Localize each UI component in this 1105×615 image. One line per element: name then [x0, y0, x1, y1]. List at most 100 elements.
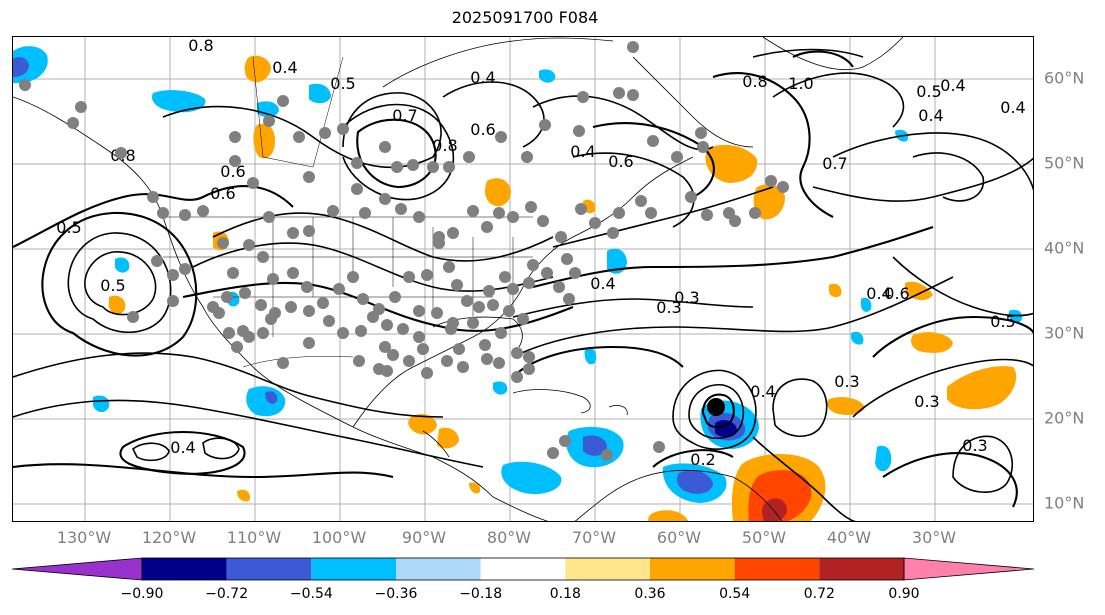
station-dot: [147, 191, 159, 203]
contour-line: [202, 437, 240, 460]
lon-label: 120°W: [141, 528, 197, 547]
station-dot: [347, 271, 359, 283]
station-dot: [287, 227, 299, 239]
contour-label: 0.6: [470, 120, 495, 139]
station-dot: [493, 207, 505, 219]
station-dot: [507, 283, 519, 295]
station-dot: [573, 125, 585, 137]
station-dot: [701, 209, 713, 221]
station-dot: [397, 323, 409, 335]
contour-line: [852, 358, 1033, 418]
station-dot: [537, 215, 549, 227]
station-dot: [367, 311, 379, 323]
station-dot: [19, 79, 31, 91]
contour-line: [872, 315, 1033, 358]
contour-line: [572, 152, 695, 228]
station-dot: [527, 259, 539, 271]
station-dot: [303, 171, 315, 183]
station-dot: [421, 367, 433, 379]
contour-label: 0.3: [656, 298, 681, 317]
contour-line: [952, 435, 1014, 493]
contour-label: 0.8: [432, 136, 457, 155]
station-dot: [523, 363, 535, 375]
contour-line: [67, 232, 172, 334]
station-dot: [75, 101, 87, 113]
station-dot: [231, 341, 243, 353]
contour-label: 0.6: [220, 162, 245, 181]
station-dot: [421, 269, 433, 281]
lon-label: 90°W: [401, 528, 447, 547]
station-dot: [337, 327, 349, 339]
station-dot: [467, 205, 479, 217]
contour-label: 0.4: [272, 58, 297, 77]
station-dot: [613, 207, 625, 219]
station-dot: [427, 161, 439, 173]
station-dot: [627, 41, 639, 53]
lon-label: 80°W: [486, 528, 532, 547]
station-dot: [547, 447, 559, 459]
station-dot: [451, 279, 463, 291]
station-dot: [463, 151, 475, 163]
station-dot: [627, 89, 639, 101]
contour-line: [512, 298, 754, 318]
station-dot: [479, 339, 491, 351]
station-dot: [213, 307, 225, 319]
lon-label: 110°W: [226, 528, 282, 547]
station-dot: [357, 293, 369, 305]
station-dot: [167, 269, 179, 281]
station-dot: [389, 291, 401, 303]
station-dot: [167, 295, 179, 307]
lon-label: 130°W: [56, 528, 112, 547]
station-dot: [523, 351, 535, 363]
station-dot: [499, 271, 511, 283]
station-dot: [351, 183, 363, 195]
station-dot: [317, 297, 329, 309]
station-dot: [353, 355, 365, 367]
contour-line: [512, 276, 954, 358]
station-dot: [613, 87, 625, 99]
colorbar-extend-high: [903, 557, 1035, 581]
colorbar-segment: [480, 558, 566, 580]
contour-line: [892, 256, 1033, 317]
station-dot: [553, 281, 565, 293]
station-dot: [229, 131, 241, 143]
contour-label: 0.5: [990, 312, 1015, 331]
station-dot: [413, 211, 425, 223]
station-dot: [395, 203, 407, 215]
station-dot: [407, 159, 419, 171]
station-dot: [221, 291, 233, 303]
station-dot: [445, 323, 457, 335]
station-dot: [403, 355, 415, 367]
colorbar-segment: [650, 558, 735, 580]
station-dot: [223, 327, 235, 339]
station-dot: [697, 141, 709, 153]
lon-label: 60°W: [656, 528, 702, 547]
station-dot: [263, 115, 275, 127]
station-dot: [473, 301, 485, 313]
station-dot: [303, 225, 315, 237]
station-dot: [443, 261, 455, 273]
station-dot: [453, 343, 465, 355]
station-dot: [351, 157, 363, 169]
map-title: 2025091700 F084: [451, 8, 599, 27]
station-dot: [467, 317, 479, 329]
contour-line: [13, 399, 484, 468]
contour-label: 0.5: [330, 74, 355, 93]
station-dot: [511, 371, 523, 383]
colorbar-tick-label: −0.36: [374, 586, 418, 602]
station-dot: [333, 283, 345, 295]
station-dot: [431, 307, 443, 319]
station-dot: [303, 305, 315, 317]
station-dot: [481, 353, 493, 365]
station-dot: [443, 161, 455, 173]
station-dot: [263, 211, 275, 223]
contour-line: [532, 226, 934, 289]
station-dot: [301, 281, 313, 293]
colorbar-tick-label: 0.36: [634, 586, 666, 602]
station-dot: [379, 141, 391, 153]
contour-label: 0.4: [918, 106, 943, 125]
station-dot: [257, 327, 269, 339]
colorbar-segment: [396, 558, 481, 580]
contour-label: 0.6: [608, 152, 633, 171]
station-dot: [157, 207, 169, 219]
